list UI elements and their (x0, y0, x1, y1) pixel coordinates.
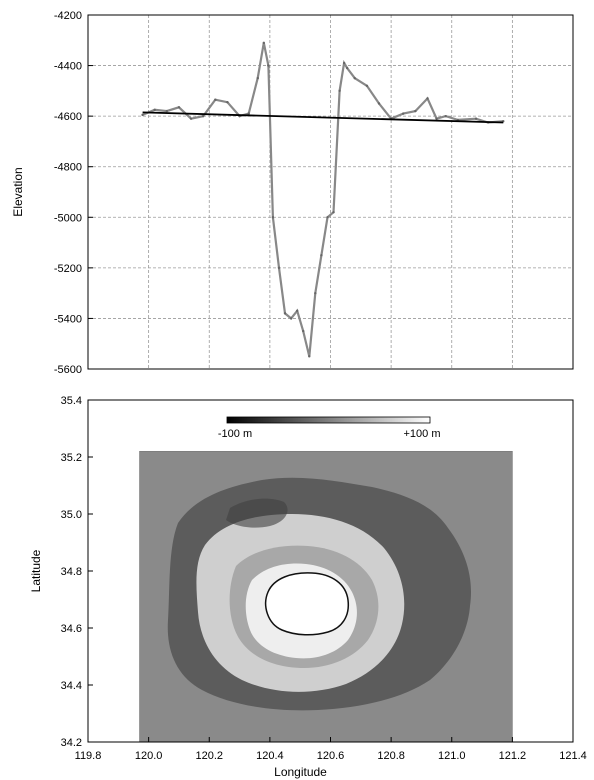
bottom-x-tick-label: 120.2 (195, 750, 223, 762)
profile-point (414, 109, 417, 113)
profile-point (314, 291, 317, 295)
reference-baseline-line (142, 111, 504, 124)
profile-point (289, 317, 293, 320)
profile-point (444, 114, 447, 118)
colorbar-max-label: +100 m (404, 428, 441, 440)
bottom-x-tick-label: 121.0 (438, 750, 466, 762)
profile-point (402, 112, 405, 115)
bottom-x-tick-label: 119.8 (75, 750, 102, 762)
profile-point (226, 101, 229, 104)
bottom-y-tick-label: 34.4 (61, 680, 82, 692)
top-y-axis-label: Elevation (11, 167, 25, 216)
bottom-x-axis-label: Longitude (274, 765, 327, 779)
profile-point (435, 117, 438, 120)
top-y-ticks: -4200 -4400 -4600 -4800 -5000 -5200 -5400 -5600 (54, 10, 93, 376)
bottom-y-tick-label: 34.6 (61, 623, 82, 635)
bottom-x-tick-label: 120.8 (377, 750, 405, 762)
profile-point (302, 329, 305, 333)
heatmap-anomaly-field (167, 477, 472, 711)
profile-point (365, 84, 369, 88)
bottom-x-tick-label: 121.4 (559, 750, 587, 762)
elevation-profile-panel: -4200 -4400 -4600 -4800 -5000 -5200 -5400 -5600… (11, 10, 574, 376)
bottom-x-tick-label: 120.0 (135, 750, 163, 762)
top-plot-frame (87, 14, 574, 370)
top-y-tick-label: -5000 (54, 212, 82, 224)
top-y-tick-label: -4400 (54, 61, 82, 73)
profile-point (308, 355, 311, 358)
profile-point (320, 254, 323, 257)
top-y-tick-label: -5200 (54, 263, 82, 275)
profile-point (177, 106, 181, 109)
bottom-x-tick-label: 120.6 (317, 750, 345, 762)
heatmap-crater-floor (264, 572, 350, 636)
top-y-tick-label: -5400 (54, 313, 82, 325)
profile-point (271, 216, 275, 219)
top-y-tick-label: -4600 (54, 111, 82, 123)
colorbar-min-label: -100 m (218, 428, 252, 440)
elevation-profile-line (142, 42, 504, 357)
top-grid (88, 15, 573, 369)
profile-point (267, 64, 270, 67)
profile-point (474, 117, 478, 120)
profile-point (283, 312, 287, 315)
profile-point (277, 266, 281, 270)
profile-point (262, 41, 266, 45)
profile-point (247, 112, 250, 115)
profile-point (256, 77, 259, 80)
bottom-x-ticks: 119.8 120.0 120.2 120.4 120.6 120.8 121.0 121.2… (75, 737, 587, 762)
profile-point (353, 77, 356, 80)
bottom-y-tick-label: 35.0 (61, 509, 82, 521)
bottom-y-tick-label: 34.2 (61, 737, 82, 749)
profile-point (141, 113, 144, 117)
profile-point (332, 211, 335, 214)
top-series (141, 41, 505, 358)
profile-point (377, 102, 381, 105)
top-y-tick-label: -4200 (54, 10, 82, 22)
profile-point (326, 216, 329, 219)
profile-point (426, 97, 429, 100)
bottom-y-tick-label: 35.2 (61, 452, 82, 464)
bottom-y-axis-label: Latitude (29, 549, 43, 592)
profile-point (345, 66, 349, 70)
bottom-y-tick-label: 35.4 (61, 395, 82, 407)
bottom-x-tick-label: 121.2 (499, 750, 527, 762)
profile-point (201, 114, 205, 118)
profile-point (165, 109, 169, 113)
profile-point (153, 108, 156, 112)
heatmap-dark-patch (226, 498, 288, 528)
top-y-tick-label: -5600 (54, 364, 82, 376)
colorbar-gradient (226, 416, 431, 424)
top-y-tick-label: -4800 (54, 162, 82, 174)
colorbar: -100 m +100 m (218, 416, 441, 440)
profile-point (338, 89, 341, 93)
bottom-y-tick-label: 34.8 (61, 566, 82, 578)
bottom-y-ticks: 34.2 34.4 34.6 34.8 35.0 35.2 35.4 (61, 395, 93, 749)
difference-map-panel: 119.8 120.0 120.2 120.4 120.6 120.8 121.0 121.2… (29, 395, 587, 779)
profile-point (295, 309, 299, 313)
profile-point (214, 98, 217, 101)
bottom-x-tick-label: 120.4 (256, 750, 284, 762)
profile-point (342, 61, 346, 65)
profile-point (189, 117, 193, 120)
